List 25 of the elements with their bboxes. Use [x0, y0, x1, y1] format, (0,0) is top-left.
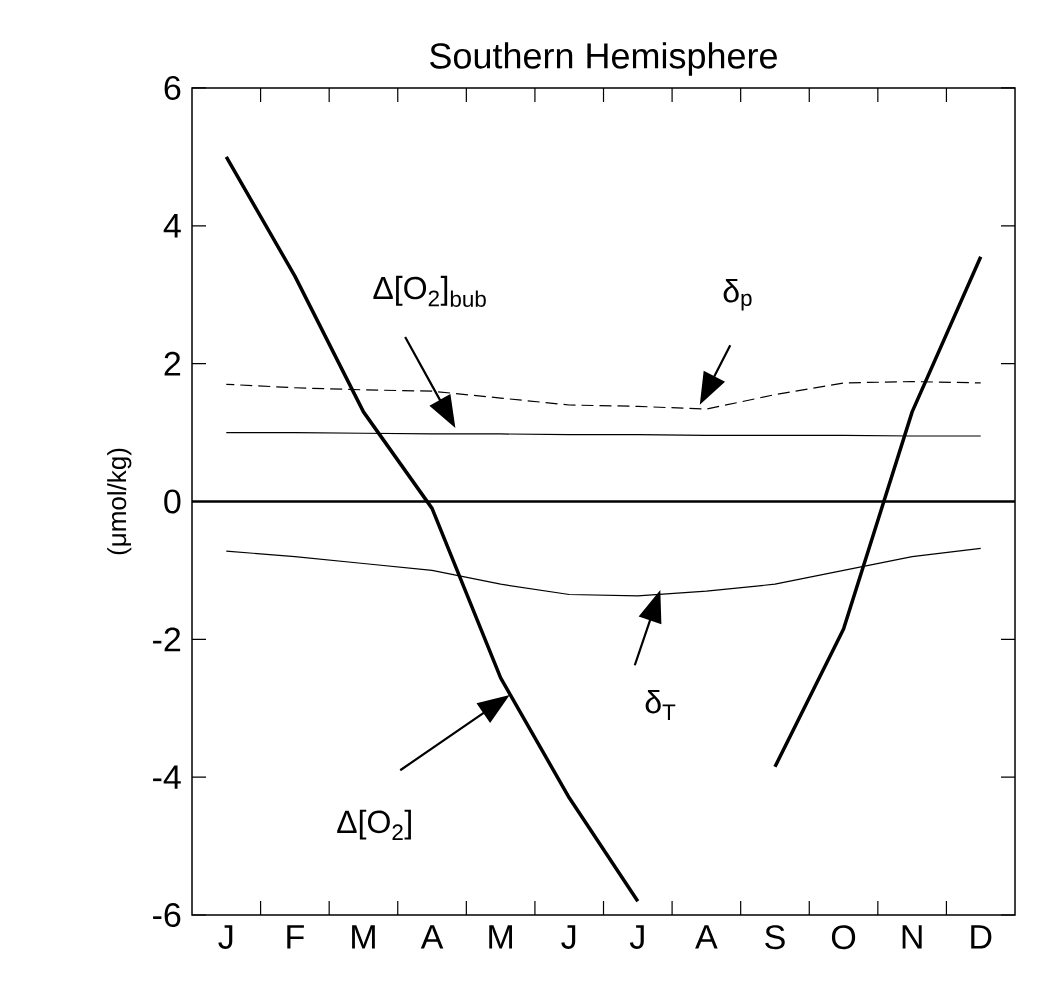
x-tick-label: J — [218, 925, 233, 949]
chart-title: Southern Hemisphere — [430, 42, 777, 76]
y-tick-label: 2 — [164, 351, 181, 376]
x-tick-label: M — [352, 925, 375, 949]
x-tick-label: D — [971, 925, 992, 949]
x-tick-label: F — [287, 925, 304, 949]
x-tick-label: O — [831, 925, 856, 950]
annotation: Δ[O$_{2}$]$_{bub}$ — [373, 275, 486, 307]
annotation: δ$_{T}$ — [645, 689, 676, 720]
y-tick-label: -6 — [153, 902, 181, 928]
y-tick-label: -4 — [153, 765, 181, 789]
annotation: Δ[O$_{2}$] — [337, 809, 411, 840]
x-tick-label: N — [902, 925, 922, 949]
x-tick-label: A — [420, 925, 444, 949]
x-tick-label: A — [695, 925, 718, 949]
y-tick-label: 0 — [164, 489, 181, 514]
y-axis-title: (μmol/kg) — [107, 448, 132, 555]
y-tick-label: -2 — [153, 627, 181, 652]
y-tick-label: 4 — [163, 214, 181, 238]
x-tick-label: S — [765, 925, 785, 950]
x-tick-label: J — [629, 925, 644, 949]
y-tick-label: 6 — [164, 75, 181, 100]
x-tick-label: J — [561, 925, 576, 949]
x-tick-label: M — [489, 925, 512, 949]
annotation: δ$_{p}$ — [723, 278, 752, 311]
